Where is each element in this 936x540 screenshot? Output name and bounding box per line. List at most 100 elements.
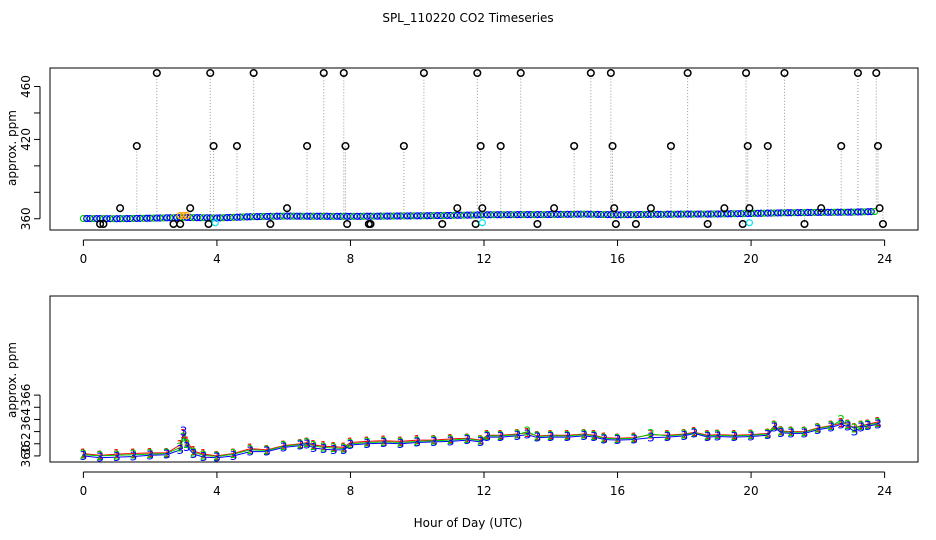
series-1-marker: 1 [857, 419, 865, 433]
top-baseline-point [864, 208, 872, 216]
series-3-marker: 3 [814, 423, 822, 437]
series-2-marker: 2 [680, 428, 688, 442]
series-2-marker: 2 [176, 440, 184, 454]
series-3-marker: 3 [447, 434, 455, 448]
top-baseline-point [380, 212, 388, 220]
top-baseline-point [373, 212, 381, 220]
series-2-marker: 2 [851, 422, 859, 436]
top-orange-point [183, 211, 191, 220]
top-baseline-point [350, 212, 358, 220]
series-2-marker: 2 [714, 428, 722, 442]
series-3-marker: 3 [363, 437, 371, 451]
top-x-tick-label: 24 [877, 252, 892, 266]
series-1-marker: 1 [787, 425, 795, 439]
top-baseline-point [697, 210, 705, 218]
top-baseline-point [817, 208, 825, 216]
top-baseline-point [310, 212, 318, 220]
series-1-marker: 1 [330, 440, 338, 454]
top-baseline-point [410, 212, 418, 220]
top-baseline-point [617, 211, 625, 219]
top-baseline-point [266, 212, 274, 220]
top-baseline-point [710, 210, 718, 218]
top-high-point [666, 141, 676, 151]
top-high-point [206, 68, 215, 78]
top-baseline-point [400, 212, 408, 220]
top-baseline-point [623, 211, 632, 219]
top-baseline-point [323, 212, 331, 220]
top-baseline-point [717, 210, 725, 218]
series-3-marker: 3 [230, 449, 238, 463]
series-1-marker: 1 [380, 434, 388, 448]
series-2-marker: 2 [320, 440, 328, 454]
series-3-marker: 3 [113, 450, 121, 464]
top-baseline-point [727, 210, 735, 218]
top-baseline-point [613, 211, 622, 219]
top-baseline-point [243, 213, 251, 221]
top-baseline-point [827, 208, 835, 216]
bottom-x-tick-label: 24 [877, 484, 892, 498]
top-y-tick-label: 420 [19, 128, 33, 151]
top-low-point [800, 219, 809, 229]
series-1-marker: 1 [80, 446, 88, 460]
series-1-marker: 1 [246, 442, 254, 456]
series-2-marker: 2 [380, 435, 388, 449]
top-baseline-point [630, 210, 638, 219]
series-2-marker: 2 [113, 448, 121, 462]
top-high-point [476, 141, 485, 151]
top-baseline-point [627, 211, 635, 219]
top-baseline-point [440, 211, 448, 220]
series-1-marker: 1 [580, 427, 588, 441]
top-baseline-point [119, 215, 128, 223]
top-baseline-point [840, 208, 849, 216]
top-baseline-point [830, 208, 839, 216]
top-baseline-point [593, 210, 602, 218]
top-baseline-point [280, 212, 288, 220]
series-3-marker: 3 [190, 447, 198, 461]
top-baseline-point [153, 214, 161, 222]
top-low-point [878, 219, 887, 229]
top-baseline-point [393, 212, 401, 220]
series-2-marker: 2 [310, 439, 318, 453]
series-2-marker: 2 [547, 429, 555, 443]
series-1-marker: 1 [590, 428, 598, 442]
top-baseline-point [563, 210, 572, 218]
top-baseline-point [780, 209, 789, 217]
series-3-marker: 3 [614, 433, 622, 447]
top-baseline-point [370, 212, 378, 220]
top-baseline-point [844, 208, 852, 216]
top-baseline-point [730, 210, 738, 218]
top-baseline-point [750, 209, 759, 218]
top-high-point [303, 141, 312, 151]
top-baseline-point [497, 211, 505, 219]
top-high-point [570, 141, 579, 151]
top-baseline-point [483, 211, 491, 219]
top-baseline-point [537, 210, 545, 219]
top-high-point [319, 68, 328, 78]
top-high-point [473, 68, 482, 78]
top-high-point [132, 141, 141, 151]
top-baseline-point [376, 212, 385, 220]
top-baseline-point [834, 208, 842, 216]
top-high-point [209, 141, 218, 151]
series-1-marker: 1 [183, 434, 191, 448]
series-1-marker: 1 [310, 438, 318, 452]
top-baseline-point [790, 209, 799, 217]
series-2-marker: 2 [430, 434, 438, 448]
top-baseline-point [286, 212, 294, 220]
top-baseline-point [547, 210, 555, 219]
top-baseline-point [216, 214, 224, 222]
top-baseline-point [253, 213, 261, 221]
series-2-marker: 2 [146, 447, 154, 461]
top-baseline-point [580, 210, 588, 218]
series-2-marker: 2 [524, 425, 532, 439]
top-baseline-point [620, 211, 628, 219]
series-3-marker: 3 [747, 429, 755, 443]
top-low-point [533, 219, 542, 229]
top-baseline-point [567, 210, 575, 218]
top-baseline-point [510, 211, 518, 219]
top-baseline-point [540, 210, 548, 219]
top-high-point [853, 68, 862, 78]
series-3-marker: 3 [183, 440, 191, 454]
series-1-marker: 1 [146, 446, 154, 460]
